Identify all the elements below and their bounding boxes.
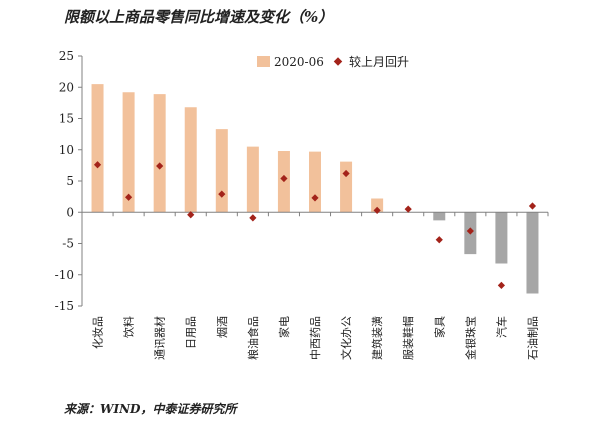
bar-8 [309,151,321,213]
legend-marker-swatch [333,57,343,66]
marker-9 [342,169,350,178]
y-tick-label: -5 [62,237,74,251]
bar-10 [371,198,384,213]
marker-6 [249,214,257,222]
category-label: 金银珠宝 [463,316,477,360]
y-tick-label: 25 [59,49,74,63]
bar-4 [184,107,197,213]
category-label: 服装鞋帽 [401,316,415,360]
legend: 2020-06 较上月回升 [257,54,409,69]
category-label: 文化办公 [339,316,353,360]
bar-14 [495,212,508,264]
category-label: 家具 [432,316,446,338]
bar-12 [433,212,446,221]
marker-13 [466,227,474,235]
category-label: 粮油食品 [246,316,260,360]
axis-layer: 25 20 15 10 5 0 -5 -10 -15 化妆品 饮料 通讯器材 日用品 烟酒 粮油食品 家电 中西… [55,49,549,360]
marker-3 [156,162,164,170]
bar-5 [215,129,228,213]
markers-layer [93,161,537,289]
legend-bar-swatch [257,56,270,67]
category-label: 饮料 [122,316,136,338]
y-tick-label: 5 [66,174,74,188]
bar-6 [246,146,259,213]
bar-9 [340,161,353,213]
marker-2 [125,193,133,201]
category-label: 建筑装潢 [370,316,384,360]
marker-11 [404,205,412,213]
y-tick-label: 0 [66,205,74,219]
y-tick-label: 10 [59,143,74,157]
y-tick-label: 15 [59,112,74,126]
category-label: 烟酒 [215,316,229,338]
bar-2 [122,92,135,213]
category-label: 石油制品 [525,316,539,360]
bars-layer [91,84,539,294]
chart-title: 限额以上商品零售同比增速及变化（%） [64,8,334,26]
bar-15 [526,212,539,294]
category-label: 中西药品 [309,316,322,360]
y-tick-label: -10 [55,268,74,282]
bar-1 [91,84,104,213]
marker-10 [373,206,381,214]
category-label: 日用品 [185,316,198,349]
y-tick-label: 20 [59,80,74,94]
category-label: 通讯器材 [153,316,167,360]
marker-5 [218,190,226,198]
category-label: 家电 [277,316,291,338]
category-label: 汽车 [494,316,508,338]
marker-4 [187,211,195,219]
y-tick-label: -15 [55,299,74,313]
marker-1 [93,161,102,169]
marker-7 [280,174,288,183]
bar-3 [153,94,166,213]
marker-14 [497,281,505,289]
marker-15 [528,202,537,210]
source-note: 来源：WIND，中泰证券研究所 [64,402,237,416]
legend-bar-label: 2020-06 [274,55,324,69]
marker-12 [435,236,443,244]
category-label: 化妆品 [91,316,105,349]
legend-marker-label: 较上月回升 [349,54,409,69]
marker-8 [311,194,319,202]
